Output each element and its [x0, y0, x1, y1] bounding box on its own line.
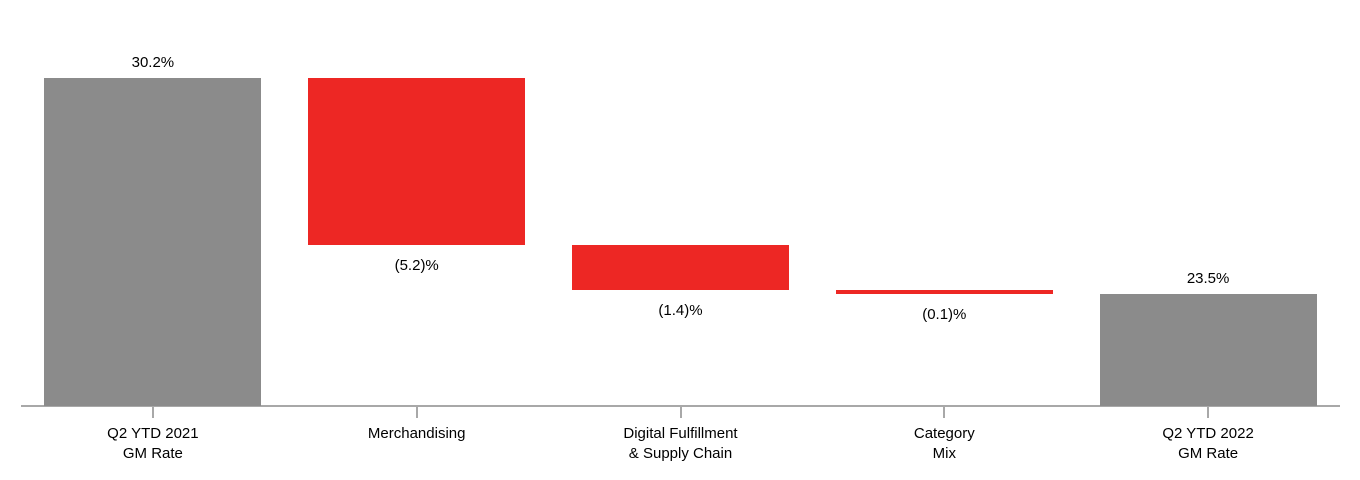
x-axis-tick: [415, 406, 418, 418]
waterfall-bar-decrease: [835, 290, 1053, 295]
waterfall-bar-total: [1099, 293, 1317, 406]
category-label: Digital Fulfillment & Supply Chain: [623, 425, 738, 462]
waterfall-bar-decrease: [572, 245, 789, 291]
waterfall-bar-total: [44, 78, 262, 406]
x-axis-tick: [1207, 406, 1210, 418]
category-label: Category Mix: [913, 425, 975, 462]
x-axis-tick: [679, 406, 682, 418]
bar-value-label: 30.2%: [131, 54, 175, 71]
category-label: Q2 YTD 2022 GM Rate: [1162, 425, 1254, 462]
bar-value-label: (0.1)%: [922, 306, 967, 324]
category-label: Q2 YTD 2021 GM Rate: [107, 425, 199, 462]
bar-value-label: (1.4)%: [658, 302, 703, 320]
x-axis-tick: [151, 406, 154, 418]
category-label: Merchandising: [367, 425, 466, 442]
bar-value-label: 23.5%: [1186, 269, 1230, 287]
bar-value-label: (5.2)%: [394, 257, 439, 275]
waterfall-bar-decrease: [308, 78, 526, 246]
x-axis-tick: [943, 406, 946, 418]
